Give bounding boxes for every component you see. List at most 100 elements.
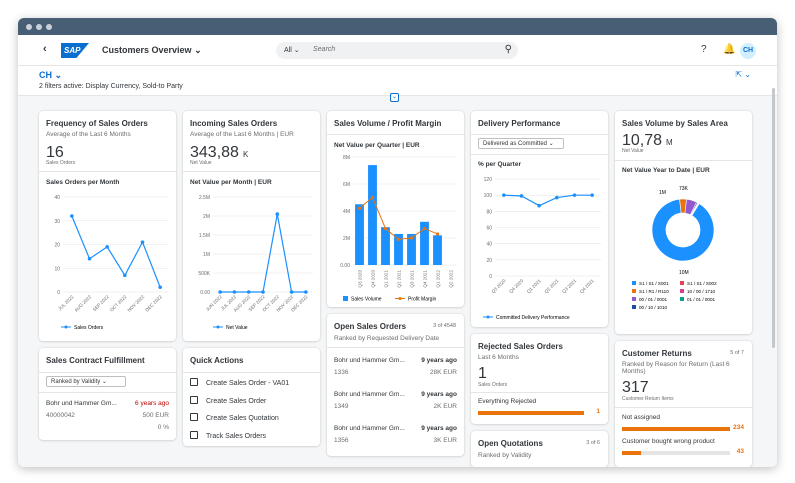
search-input[interactable]: Search [313, 46, 336, 53]
card-title[interactable]: Sales Contract Fulfillment [46, 356, 145, 365]
share-icon[interactable]: ⇱ ⌄ [735, 70, 751, 79]
y-tick-label: 40 [486, 242, 492, 248]
data-point [422, 226, 427, 231]
card-title[interactable]: Delivery Performance [478, 119, 561, 128]
app-title[interactable]: Customers Overview ⌄ [102, 45, 202, 55]
return-reason-value: 43 [736, 448, 744, 455]
data-point [289, 290, 294, 294]
chart-title: % per Quarter [478, 161, 521, 168]
card-title[interactable]: Open Quotations [478, 439, 543, 448]
data-point [232, 290, 237, 294]
x-tick-label: Q2 2021 [397, 270, 402, 288]
search-icon[interactable]: ⚲ [504, 44, 512, 55]
window-titlebar [18, 18, 777, 35]
legend-label: 00 / 01 / 0001 [639, 297, 668, 302]
card-rejected-sales-orders[interactable]: Rejected Sales Orders Last 6 Months 1 Sa… [471, 334, 608, 424]
card-title[interactable]: Quick Actions [190, 356, 244, 365]
y-tick-label: 6M [343, 182, 350, 188]
quick-action-track-sales-orders[interactable]: Track Sales Orders [190, 431, 266, 440]
kpi-label: Sales Orders [478, 382, 508, 388]
data-point [70, 214, 74, 218]
quick-action-create-sales-order-va01[interactable]: Create Sales Order - VA01 [190, 378, 289, 387]
document-icon [190, 396, 198, 404]
data-point [304, 290, 308, 294]
card-title[interactable]: Customer Returns [622, 349, 692, 358]
legend-label: S1 / R1 / R110 [639, 289, 669, 294]
data-point [275, 212, 280, 216]
collapse-header-icon[interactable]: ⌄ [390, 93, 399, 102]
kpi-value: 16 [46, 144, 64, 161]
legend-swatch-dot [398, 297, 402, 300]
browser-window: ‹ SAP Customers Overview ⌄ All ⌄ Search … [18, 18, 777, 467]
search-field[interactable]: All ⌄ Search ⚲ [276, 42, 518, 59]
data-point [537, 203, 541, 208]
window-dot-icon[interactable] [26, 24, 32, 30]
scrollbar[interactable] [772, 88, 775, 348]
bar-line-chart-volume-margin: 0.00 2M 4M 6M 8M Q3 2020 Q4 2020 Q1 2021 Q2 2021… [340, 155, 457, 303]
delivery-type-select[interactable]: Delivered as Committed ⌄ [478, 138, 564, 149]
bar [368, 165, 377, 265]
data-point [105, 245, 109, 249]
y-tick-label: 0.00 [340, 263, 350, 269]
kpi-value: 1 [478, 365, 487, 382]
card-sales-volume-by-area[interactable]: Sales Volume by Sales Area 10,78 M Net Va… [615, 111, 752, 334]
card-sales-contract-fulfillment[interactable]: Sales Contract Fulfillment Ranked by Val… [39, 348, 176, 440]
legend-label: Sales Orders [74, 325, 104, 331]
legend-label: 00 / 10 / 1010 [639, 305, 668, 310]
help-icon[interactable]: ? [701, 44, 707, 55]
x-tick-label: DEC 2022 [144, 294, 163, 313]
notification-bell-icon[interactable]: 🔔 [723, 44, 736, 55]
y-tick-label: 120 [484, 177, 493, 183]
back-arrow-icon[interactable]: ‹ [43, 43, 47, 55]
card-frequency-sales-orders[interactable]: Frequency of Sales Orders Average of the… [39, 111, 176, 341]
card-customer-returns[interactable]: Customer Returns 5 of 7 Ranked by Reason… [615, 341, 752, 467]
page-header: CH ⌄ 2 filters active: Display Currency,… [18, 66, 777, 96]
avatar[interactable]: CH [740, 43, 756, 59]
data-point [357, 206, 362, 210]
slice-label: 10M [679, 270, 689, 276]
card-title[interactable]: Frequency of Sales Orders [46, 119, 148, 128]
legend-label: Committed Delivery Performance [496, 315, 570, 321]
x-tick-label: Q3 2021 [561, 278, 577, 294]
item-count: 3 of 6 [586, 440, 600, 446]
search-scope-select[interactable]: All ⌄ [284, 47, 300, 54]
card-delivery-performance[interactable]: Delivery Performance Delivered as Commit… [471, 111, 608, 327]
x-tick-label: SEP 2022 [92, 294, 110, 312]
contract-rank-select[interactable]: Ranked by Validity ⌄ [46, 376, 126, 387]
data-point [502, 193, 506, 197]
sap-logo[interactable]: SAP [61, 43, 89, 58]
card-sales-volume-profit-margin[interactable]: Sales Volume / Profit Margin Net Value p… [327, 111, 464, 307]
card-subtitle: Average of the Last 6 Months [46, 131, 131, 138]
card-title[interactable]: Sales Volume / Profit Margin [334, 119, 442, 128]
y-tick-label: 2.5M [199, 195, 210, 201]
card-open-sales-orders[interactable]: Open Sales Orders 3 of 4548 Ranked by Re… [327, 314, 464, 456]
card-title[interactable]: Rejected Sales Orders [478, 342, 563, 351]
card-title[interactable]: Incoming Sales Orders [190, 119, 278, 128]
card-quick-actions[interactable]: Quick Actions Create Sales Order - VA01 … [183, 348, 320, 446]
y-tick-label: 30 [54, 219, 60, 225]
bar [355, 204, 364, 265]
quick-action-create-sales-order[interactable]: Create Sales Order [190, 396, 266, 405]
y-tick-label: 0 [489, 274, 492, 280]
y-tick-label: 0 [57, 290, 60, 296]
window-dot-icon[interactable] [36, 24, 42, 30]
y-tick-label: 1.5M [199, 233, 210, 239]
quick-action-create-sales-quotation[interactable]: Create Sales Quotation [190, 413, 279, 422]
data-point [158, 285, 162, 290]
data-point [370, 195, 375, 200]
card-title[interactable]: Open Sales Orders [334, 322, 407, 331]
variant-selector[interactable]: CH ⌄ [39, 70, 63, 80]
window-dot-icon[interactable] [46, 24, 52, 30]
y-tick-label: 2M [203, 214, 210, 220]
card-title[interactable]: Sales Volume by Sales Area [622, 119, 728, 128]
kpi-label: Net Value [622, 148, 644, 154]
kpi-label: Net Value [190, 160, 212, 166]
legend-swatch [680, 297, 684, 301]
x-tick-label: NOV 2022 [127, 294, 146, 313]
card-open-quotations[interactable]: Open Quotations 3 of 6 Ranked by Validit… [471, 431, 608, 467]
card-incoming-sales-orders[interactable]: Incoming Sales Orders Average of the Las… [183, 111, 320, 341]
kpi-value: 343,88 K [190, 144, 249, 161]
x-tick-label: Q4 2021 [423, 270, 428, 288]
